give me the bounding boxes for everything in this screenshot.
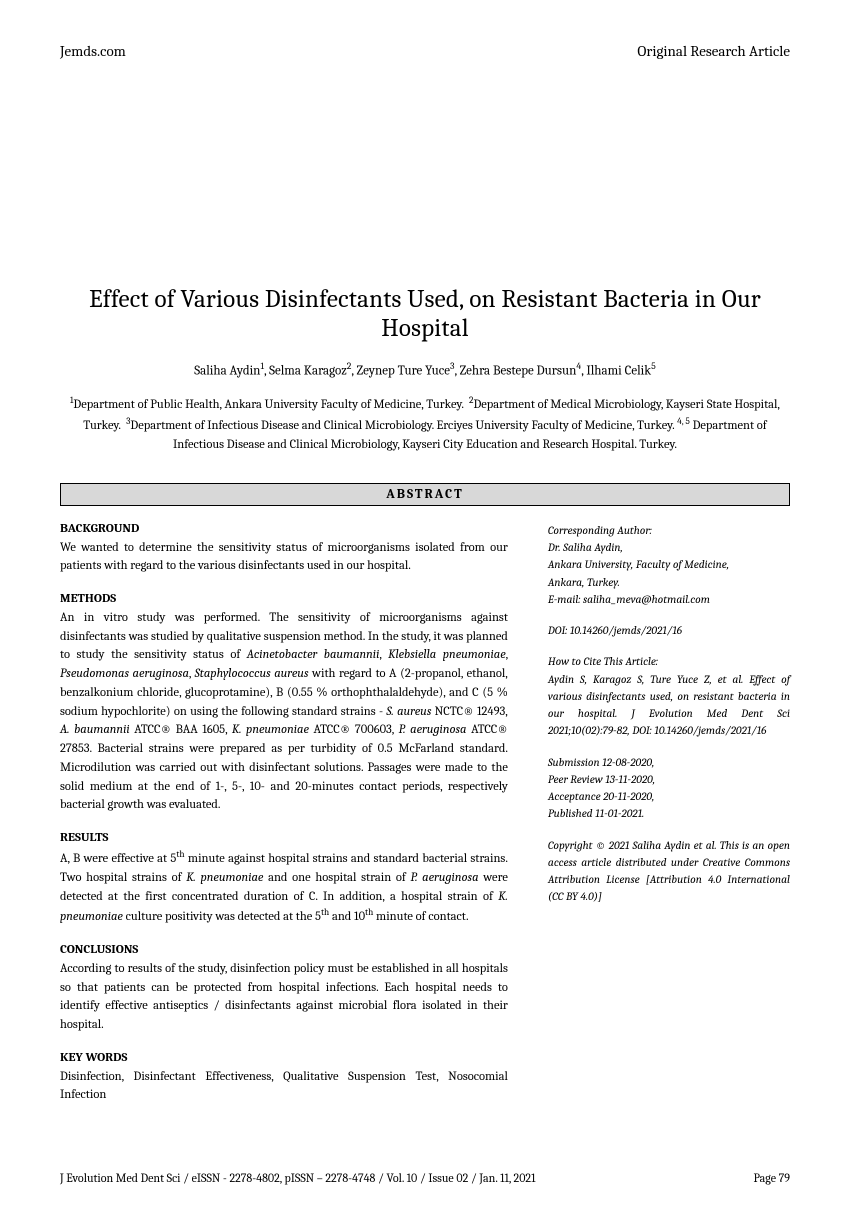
sidebar-column: Corresponding Author: Dr. Saliha Aydin, … bbox=[548, 520, 790, 1105]
keywords-heading: KEY WORDS bbox=[60, 1049, 508, 1068]
article-title: Effect of Various Disinfectants Used, on… bbox=[60, 285, 790, 343]
corresponding-author: Corresponding Author: Dr. Saliha Aydin, … bbox=[548, 522, 790, 608]
review-date: Peer Review 13-11-2020, bbox=[548, 771, 790, 788]
corresponding-name: Dr. Saliha Aydin, bbox=[548, 539, 790, 556]
main-column: BACKGROUND We wanted to determine the se… bbox=[60, 520, 508, 1105]
corresponding-location: Ankara, Turkey. bbox=[548, 574, 790, 591]
keywords-body: Disinfection, Disinfectant Effectiveness… bbox=[60, 1068, 508, 1106]
conclusions-heading: CONCLUSIONS bbox=[60, 941, 508, 960]
howto-label: How to Cite This Article: bbox=[548, 653, 790, 670]
doi-block: DOI: 10.14260/jemds/2021/16 bbox=[548, 622, 790, 639]
submission-date: Submission 12-08-2020, bbox=[548, 754, 790, 771]
corresponding-email: E-mail: saliha_meva@hotmail.com bbox=[548, 591, 790, 608]
corresponding-affil: Ankara University, Faculty of Medicine, bbox=[548, 556, 790, 573]
howto-text: Aydin S, Karagoz S, Ture Yuce Z, et al. … bbox=[548, 671, 790, 740]
authors-list: Saliha Aydin1, Selma Karagoz2, Zeynep Tu… bbox=[60, 361, 790, 378]
corresponding-label: Corresponding Author: bbox=[548, 522, 790, 539]
article-type: Original Research Article bbox=[637, 42, 790, 60]
site-name: Jemds.com bbox=[60, 42, 126, 60]
footer-journal-info: J Evolution Med Dent Sci / eISSN - 2278-… bbox=[60, 1171, 535, 1185]
how-to-cite: How to Cite This Article: Aydin S, Karag… bbox=[548, 653, 790, 739]
page-number: Page 79 bbox=[754, 1171, 790, 1185]
affiliations: 1Department of Public Health, Ankara Uni… bbox=[60, 394, 790, 455]
results-heading: RESULTS bbox=[60, 829, 508, 848]
published-date: Published 11-01-2021. bbox=[548, 805, 790, 822]
background-body: We wanted to determine the sensitivity s… bbox=[60, 539, 508, 577]
methods-heading: METHODS bbox=[60, 590, 508, 609]
acceptance-date: Acceptance 20-11-2020, bbox=[548, 788, 790, 805]
conclusions-body: According to results of the study, disin… bbox=[60, 960, 508, 1035]
methods-body: An in vitro study was performed. The sen… bbox=[60, 609, 508, 815]
background-heading: BACKGROUND bbox=[60, 520, 508, 539]
publication-dates: Submission 12-08-2020, Peer Review 13-11… bbox=[548, 754, 790, 823]
abstract-header: ABSTRACT bbox=[60, 483, 790, 506]
copyright-notice: Copyright © 2021 Saliha Aydin et al. Thi… bbox=[548, 837, 790, 906]
results-body: A, B were effective at 5th minute agains… bbox=[60, 848, 508, 927]
